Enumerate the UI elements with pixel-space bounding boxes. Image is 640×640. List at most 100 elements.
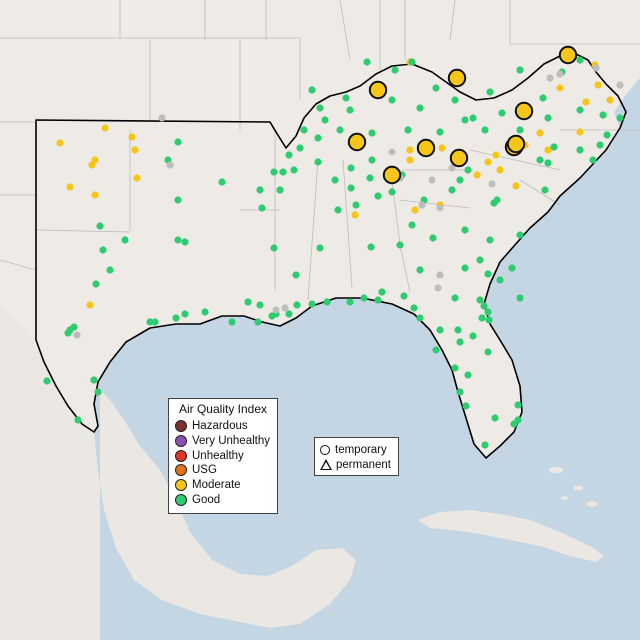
monitor-marker [456, 388, 464, 396]
monitor-marker [90, 376, 98, 384]
monitor-marker [484, 270, 492, 278]
monitor-marker [388, 148, 396, 156]
monitor-marker [436, 204, 444, 212]
monitor-marker [451, 294, 459, 302]
monitor-type-legend: temporary permanent [314, 437, 399, 476]
temporary-monitor-marker [416, 138, 436, 158]
monitor-marker [106, 266, 114, 274]
monitor-marker [321, 116, 329, 124]
legend-swatch [175, 449, 187, 462]
state-border [0, 259, 37, 271]
monitor-marker [91, 191, 99, 199]
monitor-marker [448, 186, 456, 194]
monitor-marker [536, 156, 544, 164]
monitor-marker [429, 234, 437, 242]
monitor-marker [461, 226, 469, 234]
monitor-marker [374, 192, 382, 200]
monitor-marker [256, 186, 264, 194]
triangle-icon [320, 459, 332, 470]
monitor-marker [496, 276, 504, 284]
monitor-marker [461, 264, 469, 272]
monitor-marker [454, 326, 462, 334]
monitor-marker [101, 124, 109, 132]
monitor-marker [400, 292, 408, 300]
monitor-marker [285, 151, 293, 159]
cuba-landmass [418, 510, 604, 562]
monitor-marker [436, 326, 444, 334]
legend-swatch [175, 464, 187, 477]
monitor-marker [436, 271, 444, 279]
state-border [342, 159, 353, 289]
monitor-marker [300, 126, 308, 134]
monitor-marker [464, 371, 472, 379]
monitor-marker [476, 296, 484, 304]
monitor-marker [448, 164, 456, 172]
monitor-marker [514, 401, 522, 409]
legend-item: Moderate [175, 478, 277, 493]
monitor-marker [314, 158, 322, 166]
monitor-marker [290, 166, 298, 174]
monitor-marker [368, 129, 376, 137]
monitor-marker [491, 414, 499, 422]
monitor-marker [416, 266, 424, 274]
monitor-marker [121, 236, 129, 244]
monitor-marker [86, 301, 94, 309]
monitor-marker [592, 64, 600, 72]
island [561, 496, 569, 500]
monitor-marker [406, 156, 414, 164]
monitor-marker [285, 310, 293, 318]
circle-icon [320, 444, 330, 455]
legend-permanent-label: permanent [336, 458, 391, 471]
monitor-marker [391, 66, 399, 74]
monitor-marker [408, 221, 416, 229]
us-landmass [0, 0, 640, 458]
monitor-marker [469, 332, 477, 340]
monitor-marker [43, 377, 51, 385]
monitor-marker [606, 96, 614, 104]
monitor-marker [599, 111, 607, 119]
monitor-marker [616, 81, 624, 89]
legend-label: Unhealthy [192, 449, 244, 462]
monitor-marker [308, 86, 316, 94]
monitor-marker [456, 176, 464, 184]
monitor-marker [74, 416, 82, 424]
monitor-marker [539, 94, 547, 102]
monitor-marker [342, 94, 350, 102]
monitor-marker [270, 168, 278, 176]
monitor-marker [181, 238, 189, 246]
legend-swatch [175, 435, 187, 448]
aqi-legend: Air Quality Index Hazardous Very Unhealth… [168, 398, 278, 514]
monitor-marker [436, 128, 444, 136]
monitor-marker [256, 301, 264, 309]
monitor-marker [174, 236, 182, 244]
monitor-marker [347, 184, 355, 192]
monitor-marker [66, 183, 74, 191]
monitor-marker [492, 151, 500, 159]
monitor-marker [131, 146, 139, 154]
state-border [35, 229, 131, 233]
monitor-marker [270, 244, 278, 252]
monitor-marker [556, 84, 564, 92]
state-border [519, 179, 561, 206]
monitor-marker [346, 298, 354, 306]
monitor-marker [331, 176, 339, 184]
monitor-marker [374, 296, 382, 304]
monitor-marker [469, 114, 477, 122]
monitor-marker [516, 294, 524, 302]
temporary-monitor-marker [447, 68, 467, 88]
monitor-marker [133, 174, 141, 182]
monitor-marker [276, 186, 284, 194]
region-outline [35, 53, 627, 459]
monitor-marker [512, 182, 520, 190]
monitor-marker [576, 146, 584, 154]
monitor-marker [174, 196, 182, 204]
state-border [469, 149, 561, 171]
monitor-marker [334, 206, 342, 214]
monitor-marker [493, 196, 501, 204]
monitor-marker [388, 96, 396, 104]
monitor-marker [484, 158, 492, 166]
monitor-marker [516, 126, 524, 134]
state-border [449, 0, 456, 41]
state-border [339, 0, 351, 61]
